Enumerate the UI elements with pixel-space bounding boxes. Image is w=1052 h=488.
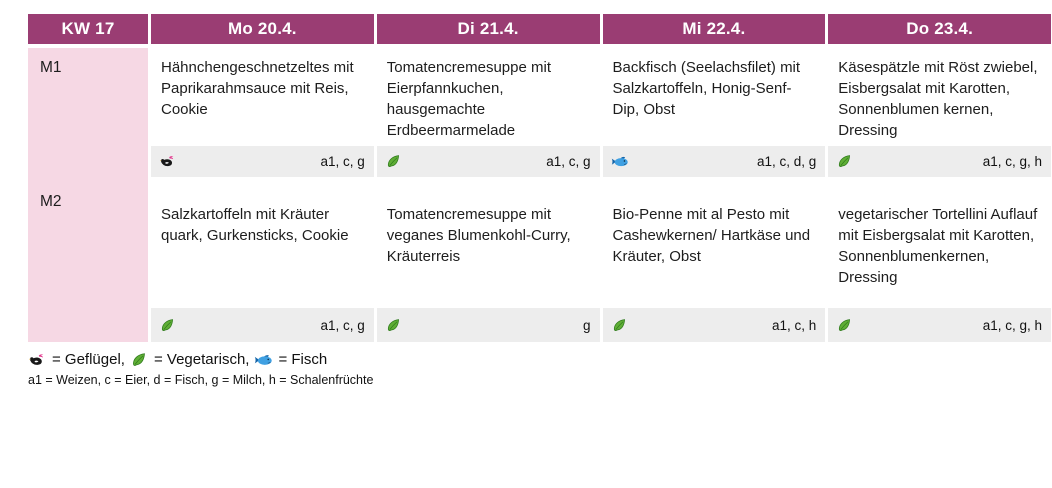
poultry-icon bbox=[28, 351, 47, 368]
allergen-bar-m2-monday: a1, c, g bbox=[151, 308, 374, 342]
allergen-bar-m1-tuesday: a1, c, g bbox=[376, 146, 600, 177]
row-label-m1: M1 bbox=[40, 59, 62, 76]
meal-cell-m2-thursday: vegetarischer Tortellini Auflauf mit Eis… bbox=[828, 195, 1051, 308]
meal-type-icon bbox=[611, 317, 629, 333]
allergen-codes: g bbox=[582, 317, 591, 333]
allergen-codes: a1, c, d, g bbox=[756, 154, 817, 169]
day-header-tuesday: Di 21.4. bbox=[376, 14, 600, 44]
allergen-bar-m2-wednesday: a1, c, h bbox=[602, 308, 826, 342]
allergen-codes: a1, c, g bbox=[320, 154, 365, 169]
legend-allergen-line: a1 = Weizen, c = Eier, d = Fisch, g = Mi… bbox=[28, 373, 374, 387]
meal-type-icon bbox=[385, 317, 403, 333]
allergen-bar-m1-monday: a1, c, g bbox=[151, 146, 374, 177]
allergen-codes: a1, c, g, h bbox=[982, 154, 1042, 169]
week-header: KW 17 bbox=[28, 14, 148, 44]
weekly-menu-table: KW 17 Mo 20.4. Di 21.4. Mi 22.4. Do 23.4… bbox=[28, 14, 1051, 342]
allergen-codes: a1, c, h bbox=[771, 317, 817, 333]
day-header-wednesday: Mi 22.4. bbox=[602, 14, 826, 44]
legend-fish-label: = Fisch bbox=[278, 351, 328, 368]
meal-cell-m1-thursday: Käsespätzle mit Röst zwiebel, Eisbergsal… bbox=[828, 48, 1051, 146]
row-label-m2: M2 bbox=[40, 193, 62, 210]
allergen-codes: a1, c, g, h bbox=[982, 317, 1042, 333]
meal-type-icon bbox=[159, 154, 177, 170]
allergen-codes: a1, c, g bbox=[320, 317, 365, 333]
allergen-bar-m2-thursday: a1, c, g, h bbox=[828, 308, 1051, 342]
meal-cell-m1-monday: Hähnchengeschnetzeltes mit Paprikarahmsa… bbox=[151, 48, 374, 146]
allergen-bar-m2-tuesday: g bbox=[376, 308, 600, 342]
legend-vegetarian-label: = Vegetarisch, bbox=[153, 351, 250, 368]
allergen-codes: a1, c, g bbox=[546, 154, 591, 169]
vegetarian-icon bbox=[130, 351, 149, 368]
meal-cell-m1-tuesday: Tomatencremesuppe mit Eierpfannkuchen, h… bbox=[376, 48, 600, 146]
legend-meal-type-line: = Geflügel, = Vegetarisch, bbox=[28, 351, 1052, 368]
legend: = Geflügel, = Vegetarisch, bbox=[28, 351, 1052, 387]
meal-cell-m2-wednesday: Bio-Penne mit al Pesto mit Cashewkernen/… bbox=[602, 195, 826, 308]
meal-type-icon bbox=[385, 154, 403, 170]
allergen-bar-m1-wednesday: a1, c, d, g bbox=[602, 146, 826, 177]
menu-plan-page: KW 17 Mo 20.4. Di 21.4. Mi 22.4. Do 23.4… bbox=[28, 14, 1052, 387]
fish-icon bbox=[254, 351, 273, 368]
meal-cell-m2-tuesday: Tomatencremesuppe mit veganes Blumenkohl… bbox=[376, 195, 600, 308]
meal-type-icon bbox=[159, 317, 177, 333]
meal-cell-m2-monday: Salzkartoffeln mit Kräuter quark, Gurken… bbox=[151, 195, 374, 308]
meal-cell-m1-wednesday: Backfisch (Seelachsfilet) mit Salzkartof… bbox=[602, 48, 826, 146]
day-header-monday: Mo 20.4. bbox=[151, 14, 374, 44]
meal-type-icon bbox=[836, 317, 854, 333]
day-header-thursday: Do 23.4. bbox=[828, 14, 1051, 44]
meal-type-icon bbox=[611, 154, 629, 170]
allergen-bar-m1-thursday: a1, c, g, h bbox=[828, 146, 1051, 177]
legend-poultry-label: = Geflügel, bbox=[52, 351, 125, 368]
meal-type-icon bbox=[836, 154, 854, 170]
meal-row-label-column: M1 M2 bbox=[28, 48, 148, 342]
